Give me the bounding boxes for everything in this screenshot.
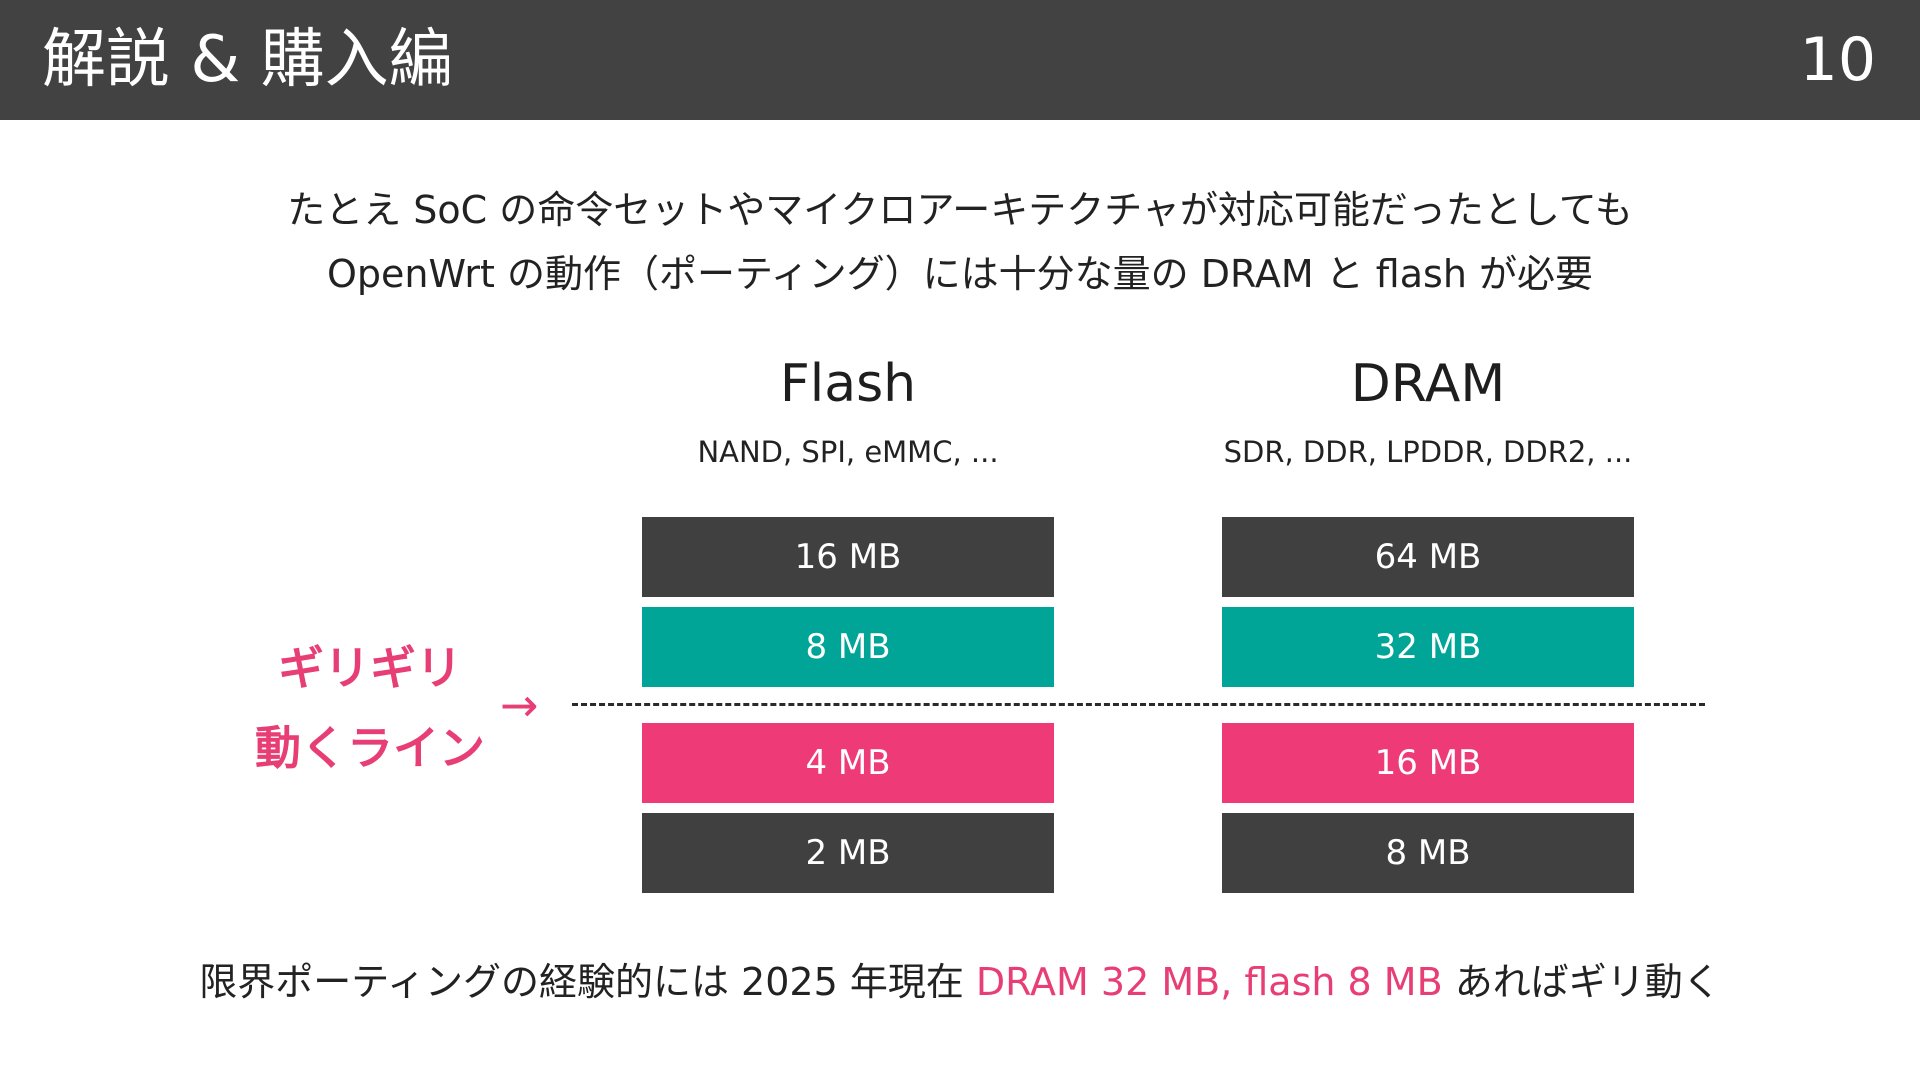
- slide-title: 解説 & 購入編: [42, 23, 453, 97]
- flash-box-4mb: 4 MB: [642, 723, 1054, 803]
- limit-label-line-2: 動くライン: [255, 721, 485, 775]
- header-bar: 解説 & 購入編 10: [0, 0, 1920, 120]
- conclusion-suffix: あればギリ動く: [1442, 960, 1721, 1004]
- flash-column-title: Flash: [779, 354, 917, 414]
- dram-box-32mb: 32 MB: [1222, 607, 1634, 687]
- limit-label: ギリギリ 動くライン: [220, 628, 520, 788]
- flash-box-16mb: 16 MB: [642, 517, 1054, 597]
- dram-column-title: DRAM: [1350, 354, 1506, 414]
- dram-column-subtitle: SDR, DDR, LPDDR, DDR2, ...: [1223, 435, 1633, 469]
- page-number: 10: [1799, 25, 1876, 95]
- intro-line-1: たとえ SoC の命令セットやマイクロアーキテクチャが対応可能だったとしても: [287, 188, 1633, 232]
- conclusion-highlight: DRAM 32 MB, flash 8 MB: [975, 960, 1443, 1004]
- arrow-right-icon: →: [500, 678, 539, 732]
- intro-text: たとえ SoC の命令セットやマイクロアーキテクチャが対応可能だったとしても O…: [0, 178, 1920, 306]
- dram-box-8mb: 8 MB: [1222, 813, 1634, 893]
- conclusion-text: 限界ポーティングの経験的には 2025 年現在 DRAM 32 MB, flas…: [0, 956, 1920, 1008]
- flash-box-2mb: 2 MB: [642, 813, 1054, 893]
- limit-label-line-1: ギリギリ: [278, 641, 462, 695]
- conclusion-prefix: 限界ポーティングの経験的には 2025 年現在: [199, 960, 976, 1004]
- limit-dashed-line: [572, 703, 1705, 706]
- dram-box-64mb: 64 MB: [1222, 517, 1634, 597]
- intro-line-2: OpenWrt の動作（ポーティング）には十分な量の DRAM と flash …: [326, 252, 1593, 296]
- flash-column-subtitle: NAND, SPI, eMMC, ...: [697, 435, 999, 469]
- flash-box-8mb: 8 MB: [642, 607, 1054, 687]
- dram-box-16mb: 16 MB: [1222, 723, 1634, 803]
